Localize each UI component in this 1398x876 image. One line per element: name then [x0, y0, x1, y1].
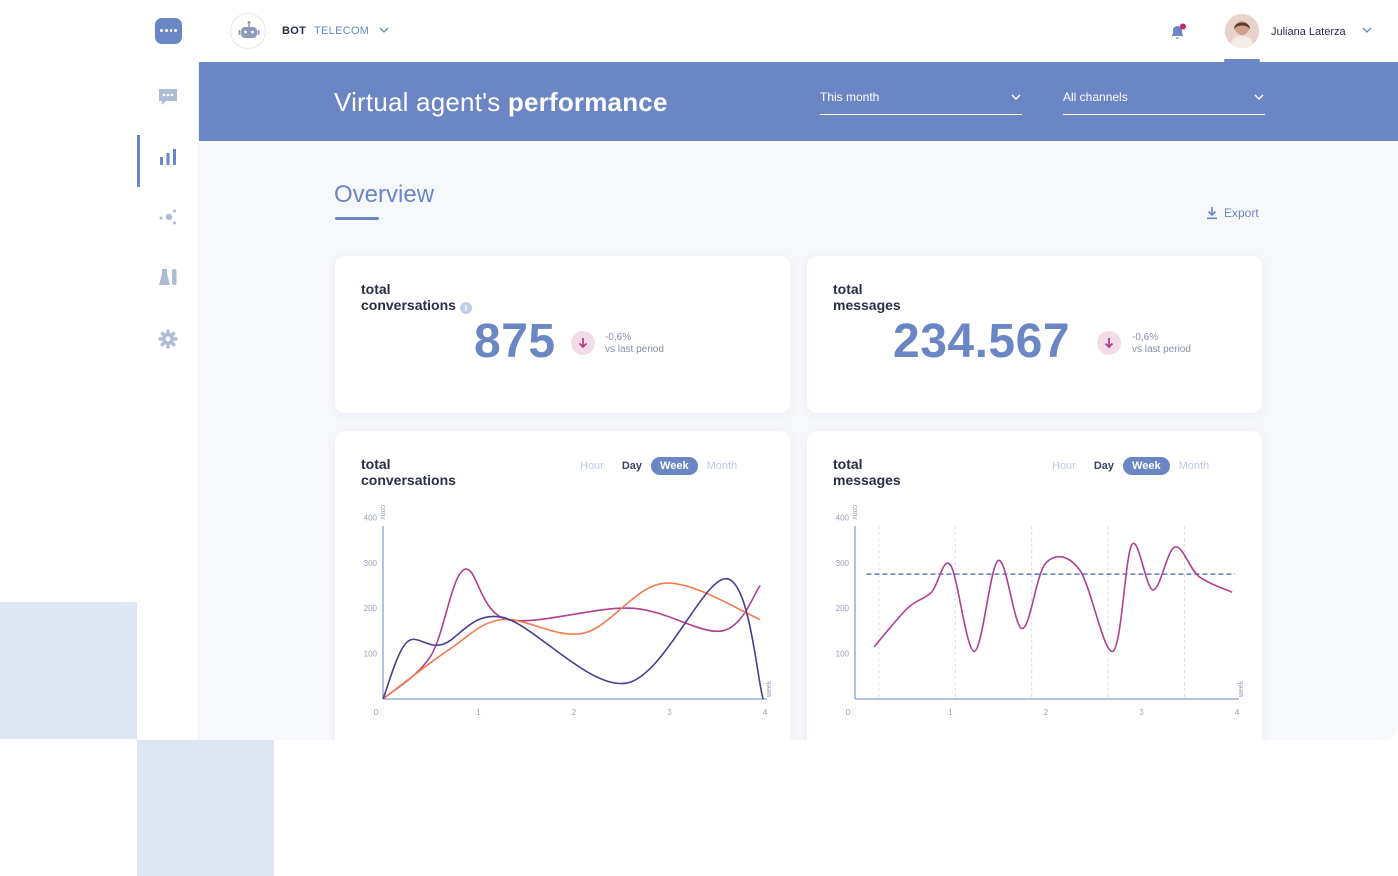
series-line — [873, 542, 1233, 653]
user-avatar[interactable] — [1225, 14, 1259, 48]
line-chart-messages: 100 200 300 400 0 1 2 3 4 conv. week — [836, 505, 1245, 717]
bot-brand-label: BOT — [282, 25, 307, 37]
y-tick-label: 100 — [836, 650, 850, 659]
x-tick-label: 3 — [667, 708, 672, 717]
sidebar-active-indicator — [137, 135, 140, 187]
info-icon[interactable]: i — [459, 302, 472, 314]
chevron-down-icon — [1254, 94, 1264, 100]
sidebar — [137, 62, 199, 740]
decorative-block — [137, 739, 274, 876]
kpi-card-conversations: total conversations i 875 -0,6% vs last pe… — [335, 256, 790, 413]
y-axis-label: conv. — [379, 505, 386, 521]
lab-flask-icon[interactable] — [157, 266, 179, 288]
kpi-value: 234.567 — [893, 315, 1071, 368]
x-tick-label: 4 — [1235, 708, 1240, 717]
granularity-tabs: Hour Day Week Month — [571, 457, 746, 475]
period-select[interactable]: This month — [820, 89, 1022, 115]
trend-down-icon — [571, 331, 595, 355]
section-title-underline — [335, 217, 379, 220]
tab-month[interactable]: Month — [706, 460, 738, 472]
y-tick-label: 400 — [364, 513, 378, 522]
kpi-title: total messages — [833, 281, 901, 313]
tab-day[interactable]: Day — [621, 460, 643, 472]
x-tick-label: 2 — [1044, 708, 1049, 717]
chat-icon[interactable] — [157, 86, 179, 108]
section-title: Overview — [334, 181, 435, 208]
x-tick-label: 4 — [763, 708, 768, 717]
x-tick-label: 3 — [1139, 708, 1144, 717]
channel-select[interactable]: All channels — [1063, 89, 1265, 115]
x-tick-label: 1 — [476, 708, 481, 717]
notification-bell-icon[interactable] — [1168, 22, 1188, 42]
x-tick-label: 0 — [374, 708, 379, 717]
kpi-delta: -0,6% vs last period — [1132, 332, 1191, 355]
decorative-block — [0, 602, 137, 739]
app-window: BOT TELECOM Juliana Laterza — [137, 0, 1398, 740]
kpi-delta: -0,6% vs last period — [605, 332, 664, 355]
x-tick-label: 0 — [846, 708, 851, 717]
chart-title: total messages — [833, 456, 901, 488]
y-tick-label: 200 — [364, 604, 378, 613]
page-title: Virtual agent's performance — [334, 87, 668, 117]
user-name[interactable]: Juliana Laterza — [1271, 26, 1346, 38]
tab-hour[interactable]: Hour — [580, 460, 604, 472]
series-line — [382, 582, 761, 700]
download-icon — [1207, 207, 1217, 220]
network-icon[interactable] — [157, 206, 179, 228]
user-active-indicator — [1224, 59, 1260, 62]
chevron-down-icon[interactable] — [1361, 24, 1373, 36]
y-axis-label: conv. — [851, 505, 858, 521]
topbar: BOT TELECOM Juliana Laterza — [137, 0, 1398, 62]
granularity-tabs: Hour Day Week Month — [1043, 457, 1218, 475]
y-tick-label: 300 — [836, 559, 850, 568]
kpi-value: 875 — [474, 315, 556, 368]
x-axis-label: week — [1238, 680, 1245, 698]
export-button[interactable]: Export — [1206, 206, 1259, 220]
chevron-down-icon — [1011, 94, 1021, 100]
x-axis-label: week — [766, 680, 773, 698]
bar-chart-icon[interactable] — [157, 146, 179, 168]
tab-week[interactable]: Week — [651, 457, 698, 475]
export-label: Export — [1224, 206, 1259, 220]
bot-name-label[interactable]: TELECOM — [314, 25, 370, 37]
bot-avatar-icon[interactable] — [230, 13, 266, 49]
x-tick-label: 2 — [572, 708, 577, 717]
channel-select-value: All channels — [1063, 90, 1128, 104]
kpi-title: total conversations i — [361, 281, 472, 314]
chart-card-messages: total messages Hour Day Week Month 100 200… — [807, 431, 1262, 740]
kpi-card-messages: total messages 234.567 -0,6% vs last peri… — [807, 256, 1262, 413]
y-tick-label: 200 — [836, 604, 850, 613]
tab-hour[interactable]: Hour — [1052, 460, 1076, 472]
app-logo-icon[interactable] — [155, 18, 182, 44]
tab-month[interactable]: Month — [1178, 460, 1210, 472]
gear-icon[interactable] — [157, 328, 179, 350]
line-chart-conversations: 100 200 300 400 0 1 2 3 4 conv. week — [364, 505, 773, 717]
series-line — [382, 577, 764, 700]
tab-day[interactable]: Day — [1093, 460, 1115, 472]
y-tick-label: 400 — [836, 513, 850, 522]
tab-week[interactable]: Week — [1123, 457, 1170, 475]
chart-card-conversations: total conversations Hour Day Week Month 1… — [335, 431, 790, 740]
chart-title: total conversations — [361, 456, 456, 488]
chevron-down-icon[interactable] — [378, 24, 390, 36]
period-select-value: This month — [820, 90, 880, 104]
y-tick-label: 100 — [364, 650, 378, 659]
y-tick-label: 300 — [364, 559, 378, 568]
trend-down-icon — [1097, 331, 1121, 355]
x-tick-label: 1 — [948, 708, 953, 717]
page-header: Virtual agent's performance This month A… — [199, 62, 1398, 141]
